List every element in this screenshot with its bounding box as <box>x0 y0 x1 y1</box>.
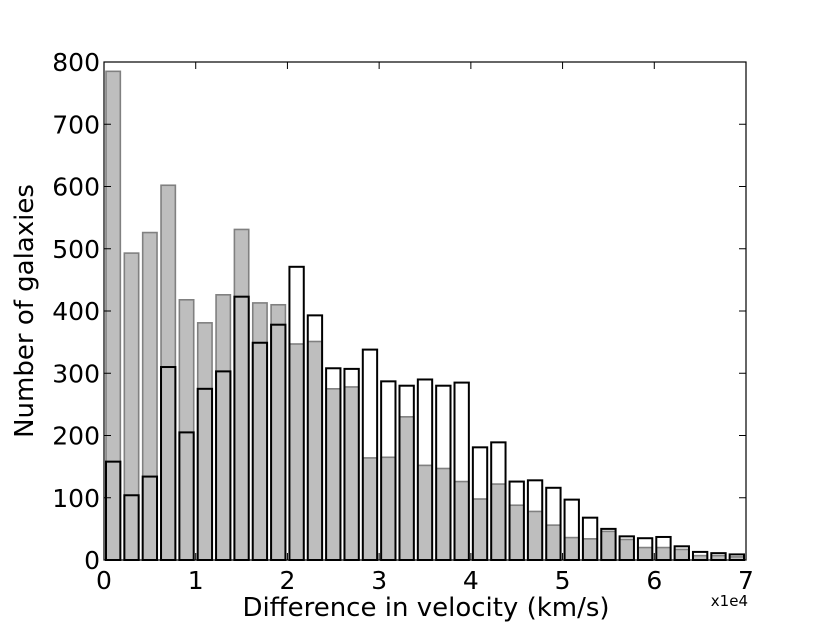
bar-filled <box>178 298 195 561</box>
bar-filled <box>527 510 544 561</box>
bar-filled <box>343 386 360 561</box>
x-tick-label: 5 <box>555 566 571 595</box>
bar-filled <box>215 294 232 561</box>
y-tick-label: 800 <box>52 48 100 77</box>
bar-filled <box>160 184 177 561</box>
bar-filled <box>472 498 488 561</box>
bar-filled <box>306 340 323 561</box>
x-axis-offset-label: x1e4 <box>711 592 748 610</box>
bar-filled <box>508 504 525 561</box>
bar-filled <box>398 416 415 561</box>
bar-filled <box>288 343 305 561</box>
axis-ticks <box>103 61 747 561</box>
y-tick-label: 0 <box>84 546 100 575</box>
bar-filled <box>655 546 672 561</box>
bar-filled <box>123 252 140 561</box>
outline-series-group <box>105 265 745 562</box>
bar-filled <box>435 467 452 561</box>
bar-filled <box>545 524 562 561</box>
bar-filled <box>673 548 690 561</box>
bar-filled <box>417 464 433 561</box>
bar-filled <box>270 303 287 561</box>
x-axis-title: Difference in velocity (km/s) <box>242 593 609 623</box>
bar-filled <box>196 322 213 561</box>
bar-filled <box>600 530 617 561</box>
y-tick-label: 200 <box>52 422 100 451</box>
y-tick-label: 700 <box>52 110 100 139</box>
x-tick-label: 2 <box>279 566 295 595</box>
bar-filled <box>233 228 250 561</box>
y-axis-title: Number of galaxies <box>10 184 40 438</box>
y-tick-label: 100 <box>52 484 100 513</box>
bar-filled <box>582 538 599 561</box>
bar-filled <box>637 546 654 561</box>
bar-filled <box>453 480 470 561</box>
x-tick-label: 0 <box>96 566 112 595</box>
y-tick-label: 500 <box>52 235 100 264</box>
bar-filled <box>380 456 397 561</box>
bar-filled <box>105 70 122 561</box>
y-tick-labels: 0 100 200 300 400 500 600 700 800 <box>52 48 100 575</box>
bar-filled <box>563 536 580 561</box>
bar-filled <box>361 457 378 561</box>
x-tick-label: 7 <box>738 566 754 595</box>
x-tick-label: 4 <box>463 566 479 595</box>
y-tick-label: 600 <box>52 173 100 202</box>
y-tick-label: 400 <box>52 297 100 326</box>
x-tick-label: 6 <box>646 566 662 595</box>
x-tick-label: 3 <box>371 566 387 595</box>
y-tick-label: 300 <box>52 359 100 388</box>
bar-filled <box>325 388 342 561</box>
x-tick-label: 1 <box>188 566 204 595</box>
x-tick-labels: 0 1 2 3 4 5 6 7 <box>96 566 754 595</box>
bar-filled <box>141 231 158 561</box>
bar-filled <box>251 302 268 561</box>
bar-filled <box>618 538 635 561</box>
bar-filled <box>490 483 507 561</box>
